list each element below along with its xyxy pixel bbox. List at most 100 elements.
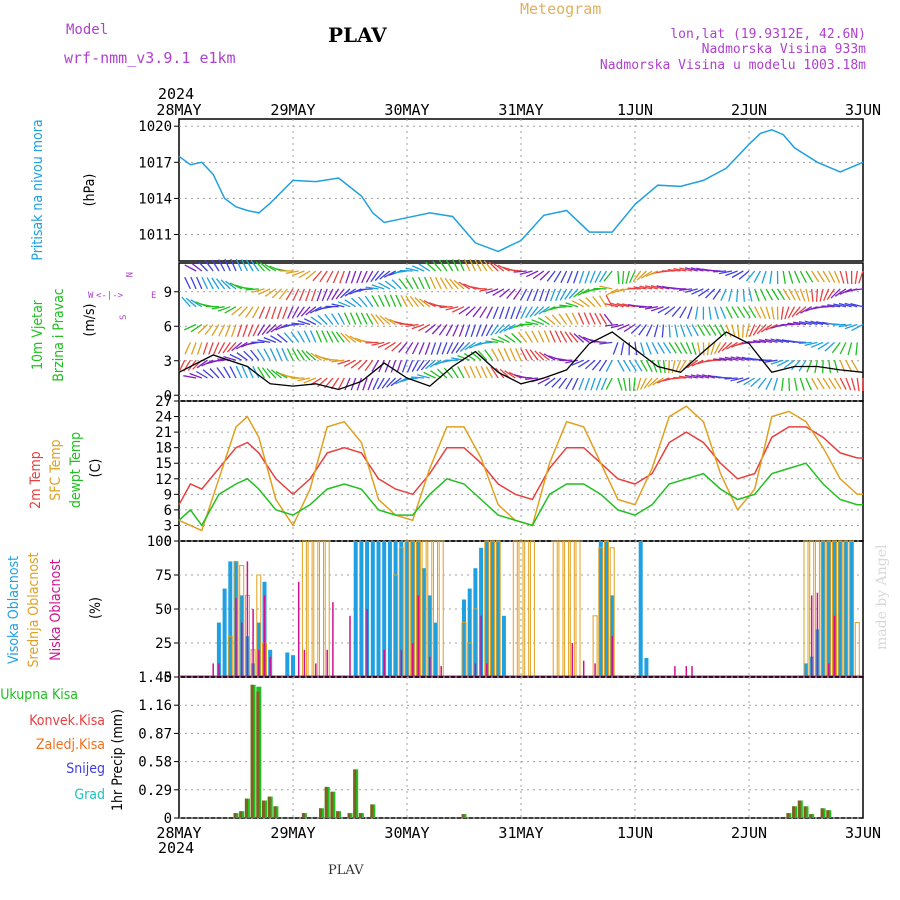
year-label-top: 2024 xyxy=(158,85,194,103)
model-value: wrf-nmm_v3.9.1 e1km xyxy=(64,49,236,67)
wind-speed-line xyxy=(178,331,864,391)
wind-arrow xyxy=(696,374,710,379)
wind-arrow xyxy=(384,316,396,326)
wind-arrow xyxy=(479,306,488,319)
cloud-bar xyxy=(467,588,472,677)
wind-arrow xyxy=(823,288,830,302)
wind-arrow xyxy=(811,377,819,390)
wind-arrow xyxy=(335,288,345,300)
wind-arrow xyxy=(337,377,345,390)
wind-arrow xyxy=(564,331,573,343)
wind-arrow xyxy=(276,306,283,320)
wind-arrow xyxy=(351,297,362,308)
cloud-bar xyxy=(479,547,484,677)
wind-arrow xyxy=(558,313,568,325)
wind-arrow xyxy=(826,288,836,300)
wind-arrow xyxy=(271,306,277,320)
wind-arrow xyxy=(235,365,243,379)
wind-arrow xyxy=(571,312,579,325)
wind-arrow xyxy=(216,367,226,379)
wind-arrow xyxy=(667,268,681,272)
wind-arrow xyxy=(282,306,288,320)
wind-arrow xyxy=(764,359,778,363)
wind-arrow xyxy=(645,359,653,373)
wind-arrow xyxy=(757,377,767,389)
wind-arrow xyxy=(316,288,323,302)
x-tick-label-bottom: 2JUN xyxy=(731,824,767,842)
precip-bar-konvek xyxy=(358,813,362,818)
wind-arrow xyxy=(420,359,431,371)
wind-arrow xyxy=(822,270,831,283)
wind-arrow xyxy=(627,287,641,290)
wind-arrow xyxy=(810,320,824,326)
wind-arrow xyxy=(783,359,795,369)
wind-arrow xyxy=(499,288,511,298)
wind-arrow xyxy=(594,270,602,283)
wind-arrow xyxy=(856,377,860,391)
wind-arrow xyxy=(742,288,746,302)
wind-arrow xyxy=(634,359,643,372)
wind-arrow xyxy=(644,306,658,310)
precip-bar-konvek xyxy=(820,808,824,818)
wind-arrow xyxy=(301,349,311,361)
wind-arrow xyxy=(636,270,647,281)
pressure-ylabel: Pritisak na nivou mora xyxy=(30,119,46,260)
low-cloud-ylabel: Niska Oblacnost xyxy=(48,559,64,661)
wind-arrow xyxy=(617,323,630,331)
wind-arrow xyxy=(263,336,277,344)
wind-arrow xyxy=(400,294,408,308)
wind-arrow xyxy=(433,304,447,308)
wind-arrow xyxy=(266,368,277,379)
x-tick-label-bottom: 1JUN xyxy=(617,824,653,842)
wind-arrow xyxy=(257,324,266,336)
wind-arrow xyxy=(310,288,317,302)
wind-arrow xyxy=(407,359,414,373)
wind-arrow xyxy=(736,377,750,384)
wind-arrow xyxy=(737,306,746,319)
wind-arrow xyxy=(817,341,830,350)
wind-arrow xyxy=(811,270,820,283)
wind-arrow xyxy=(662,360,666,374)
wind-arrow xyxy=(804,341,818,347)
wind-arrow xyxy=(765,306,771,320)
wind-arrow xyxy=(589,270,596,284)
wind-arrow xyxy=(821,305,835,308)
wind-arrow xyxy=(851,359,859,372)
cloud-bar xyxy=(644,658,649,677)
precip-bar-konvek xyxy=(262,800,265,818)
wind-arrow xyxy=(276,333,288,343)
station-title: PLAV xyxy=(328,23,387,47)
wind-arrow xyxy=(558,377,568,389)
cloud-bar xyxy=(427,595,432,677)
wind-arrow xyxy=(305,350,317,361)
wind-arrow xyxy=(794,270,801,284)
wind-arrow xyxy=(543,353,556,361)
wind-arrow xyxy=(398,341,408,353)
wind-arrow xyxy=(565,377,573,390)
wind-arrow xyxy=(419,298,431,308)
wind-arrow xyxy=(271,288,283,299)
wind-arrow xyxy=(315,330,323,343)
cloud-bar xyxy=(422,568,427,677)
wind-arrow xyxy=(217,342,226,355)
wind-arrow xyxy=(571,359,584,366)
precip-bar-konvek xyxy=(347,813,351,818)
wind-arrow xyxy=(485,340,499,344)
wind-arrow xyxy=(504,370,516,379)
wind-arrow xyxy=(544,288,551,302)
wind-arrow xyxy=(283,332,294,343)
wind-arrow xyxy=(710,342,716,355)
wind-arrow xyxy=(389,294,397,307)
wind-arrow xyxy=(490,324,499,336)
wind-arrow xyxy=(679,288,693,292)
wind-arrow xyxy=(718,270,733,275)
cloud-bar xyxy=(854,622,860,678)
wind-arrow xyxy=(553,306,567,309)
wind-arrow xyxy=(411,277,419,290)
wind-arrow xyxy=(804,320,818,326)
wind-arrow xyxy=(810,341,824,348)
wind-arrow xyxy=(258,306,266,319)
wind-arrow xyxy=(684,288,698,293)
